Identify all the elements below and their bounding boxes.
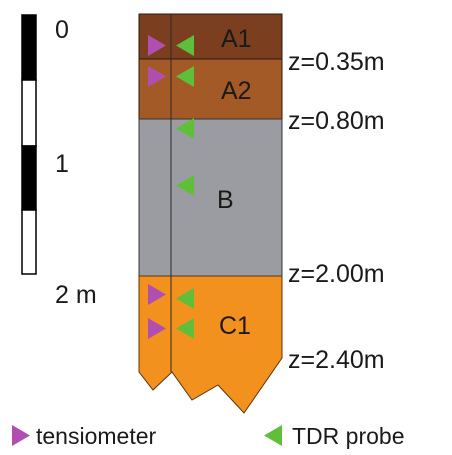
depth-label-2-00: z=2.00m <box>288 260 385 288</box>
horizon-b <box>138 118 283 277</box>
scale-segment-2 <box>21 79 37 147</box>
horizon-label-c1: C1 <box>219 312 251 340</box>
scale-segment-3 <box>21 145 37 211</box>
tdr-probe-marker <box>176 175 194 196</box>
legend-tensiometer-icon <box>12 425 30 446</box>
legend-tdr-icon <box>264 425 282 446</box>
tdr-probe-marker <box>176 318 194 339</box>
horizon-label-b: B <box>217 186 234 214</box>
tdr-probe-marker <box>176 118 194 139</box>
scale-label-1: 1 <box>55 150 69 178</box>
horizon-a2 <box>138 58 283 120</box>
scale-label-0: 0 <box>55 16 69 44</box>
horizon-label-a2: A2 <box>221 77 252 105</box>
horizon-c1 <box>138 275 283 414</box>
tdr-probe-marker <box>176 35 194 56</box>
tensiometer-marker <box>148 35 166 56</box>
tensiometer-marker <box>148 284 166 305</box>
tensiometer-marker <box>148 66 166 87</box>
depth-label-2-40: z=2.40m <box>288 346 385 374</box>
horizon-a1 <box>138 13 283 60</box>
scale-segment-4 <box>21 209 37 275</box>
tdr-probe-marker <box>176 288 194 309</box>
depth-scale-bar <box>21 14 37 275</box>
depth-label-0-35: z=0.35m <box>288 48 385 76</box>
horizon-label-a1: A1 <box>221 25 252 53</box>
scale-label-2m: 2 m <box>55 281 97 309</box>
tensiometer-marker <box>148 318 166 339</box>
depth-label-0-80: z=0.80m <box>288 107 385 135</box>
tdr-probe-marker <box>176 66 194 87</box>
legend-tdr-label: TDR probe <box>292 423 404 449</box>
legend-tensiometer-label: tensiometer <box>36 423 157 449</box>
scale-segment-1 <box>21 14 37 81</box>
